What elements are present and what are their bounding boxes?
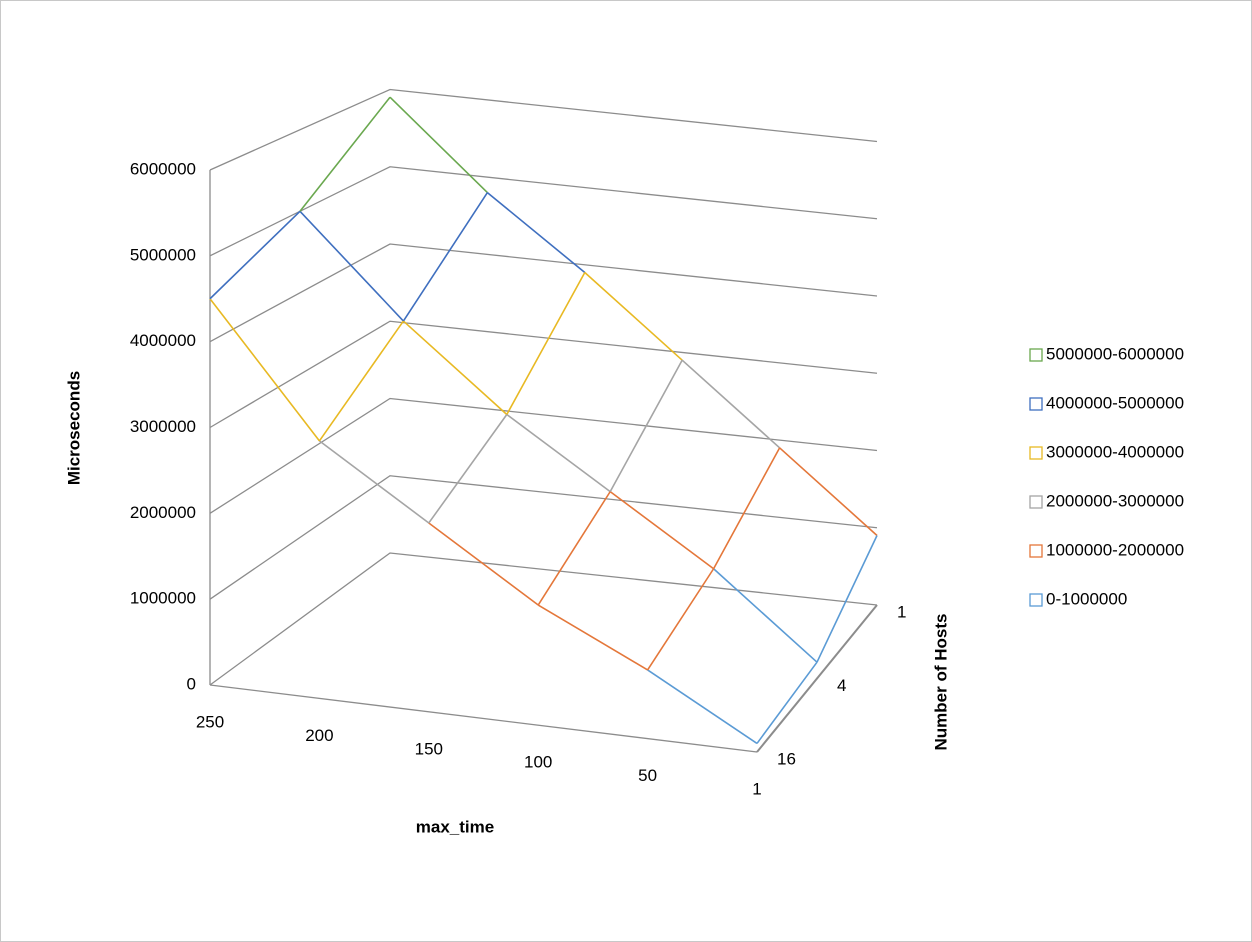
surface-edge xyxy=(506,413,611,493)
surface-edge xyxy=(584,271,683,361)
legend-label: 5000000-6000000 xyxy=(1046,344,1184,363)
depth-tick-label: 1 xyxy=(897,602,906,621)
y-tick-label: 2000000 xyxy=(130,503,196,522)
surface-edge xyxy=(389,96,488,194)
x-axis xyxy=(209,684,758,753)
y-tick-label: 1000000 xyxy=(130,589,196,608)
grid-line xyxy=(209,552,878,686)
legend-swatch xyxy=(1029,544,1043,558)
x-axis-title: max_time xyxy=(416,817,494,836)
surface-edge xyxy=(756,661,818,744)
surface-edge xyxy=(428,414,508,524)
surface-edge xyxy=(486,191,586,274)
surface-edge xyxy=(537,604,649,671)
surface-edge xyxy=(299,210,404,322)
legend-swatch xyxy=(1029,495,1043,509)
legend-label: 3000000-4000000 xyxy=(1046,442,1184,461)
surface-edge xyxy=(609,359,683,493)
surface-edge xyxy=(816,535,878,663)
legend-label: 4000000-5000000 xyxy=(1046,393,1184,412)
x-tick-label: 250 xyxy=(196,712,224,731)
depth-tick-label: 16 xyxy=(777,749,796,768)
surface-edge xyxy=(712,447,781,570)
y-tick-label: 3000000 xyxy=(130,417,196,436)
surface-edge xyxy=(646,568,715,671)
legend-swatch xyxy=(1029,348,1043,362)
surface-edge xyxy=(779,447,878,537)
x-tick-label: 50 xyxy=(638,766,657,785)
legend-swatch xyxy=(1029,446,1043,460)
legend-swatch xyxy=(1029,397,1043,411)
surface-edge xyxy=(318,440,430,524)
surface-edge xyxy=(209,210,301,300)
grid-line xyxy=(209,475,878,600)
surface-edge xyxy=(428,522,539,606)
surface-edge xyxy=(318,320,405,442)
surface-edge xyxy=(402,192,489,322)
legend-swatch xyxy=(1029,593,1043,607)
surface-edge xyxy=(506,272,586,415)
y-tick-label: 0 xyxy=(187,674,196,693)
grid-line xyxy=(209,88,878,171)
legend-label: 0-1000000 xyxy=(1046,589,1127,608)
depth-tick-label: 4 xyxy=(837,676,846,695)
surface-edge xyxy=(537,491,611,606)
x-tick-label: 150 xyxy=(415,739,443,758)
surface-edge xyxy=(681,359,781,449)
grid-line xyxy=(209,320,878,429)
surface-edge xyxy=(609,490,715,570)
depth-axis xyxy=(756,604,878,753)
grid-line xyxy=(209,397,878,514)
depth-axis-title: Number of Hosts xyxy=(931,614,950,751)
surface-edge xyxy=(299,96,391,212)
x-tick-label: 1 xyxy=(752,779,761,798)
legend-label: 2000000-3000000 xyxy=(1046,491,1184,510)
surface-edge xyxy=(209,298,321,442)
y-tick-label: 5000000 xyxy=(130,245,196,264)
y-axis-title: Microseconds xyxy=(64,371,83,485)
surface-edge xyxy=(402,320,508,416)
y-tick-label: 4000000 xyxy=(130,331,196,350)
grid-line xyxy=(209,243,878,343)
x-tick-label: 200 xyxy=(305,726,333,745)
surface-edge xyxy=(713,568,818,663)
grid-line xyxy=(209,166,878,257)
legend-label: 1000000-2000000 xyxy=(1046,540,1184,559)
x-tick-label: 100 xyxy=(524,753,552,772)
y-tick-label: 6000000 xyxy=(130,159,196,178)
surface-edge xyxy=(647,669,758,745)
